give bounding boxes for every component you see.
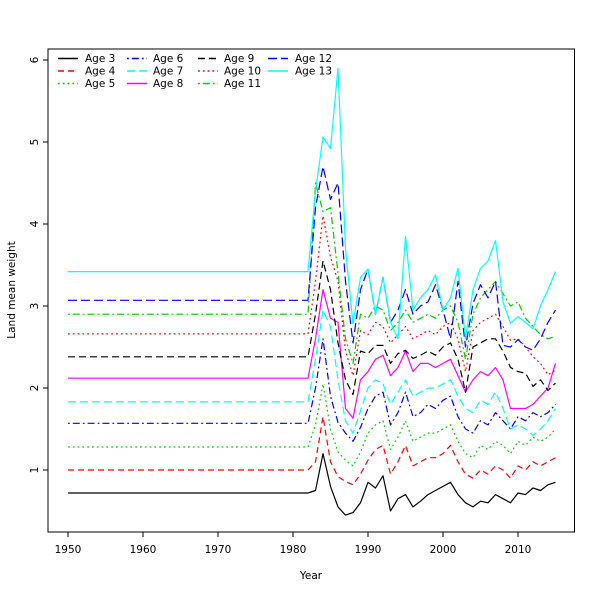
legend-label: Age 7 (153, 66, 183, 78)
series-line-age-3 (68, 453, 556, 516)
series-line-age-12 (68, 166, 557, 351)
y-tick-label: 6 (29, 56, 41, 63)
legend-label: Age 6 (153, 53, 184, 65)
y-tick-label: 3 (29, 303, 41, 310)
legend-item-age-11: Age 11 (198, 78, 261, 90)
legend-label: Age 8 (153, 78, 183, 90)
legend-item-age-8: Age 8 (127, 78, 183, 90)
legend-item-age-10: Age 10 (198, 66, 261, 78)
legend-item-age-7: Age 7 (127, 66, 183, 78)
legend-item-age-4: Age 4 (58, 66, 116, 78)
x-tick-label: 1950 (55, 544, 82, 556)
legend-item-age-13: Age 13 (268, 66, 332, 78)
legend-label: Age 13 (295, 66, 332, 78)
legend-label: Age 3 (85, 53, 115, 65)
plot-box (47, 48, 575, 533)
legend-item-age-9: Age 9 (198, 53, 254, 65)
legend-label: Age 4 (85, 66, 116, 78)
series-line-age-8 (68, 289, 557, 419)
legend-label: Age 11 (224, 78, 261, 90)
series-layer (68, 67, 557, 516)
legend-item-age-5: Age 5 (58, 78, 115, 90)
y-tick-label: 1 (29, 467, 41, 474)
legend-item-age-3: Age 3 (58, 53, 115, 65)
legend-label: Age 9 (224, 53, 254, 65)
legend-label: Age 12 (295, 53, 332, 65)
x-tick-label: 1980 (280, 544, 307, 556)
x-tick-label: 1970 (205, 544, 232, 556)
series-line-age-13 (68, 67, 557, 340)
x-tick-label: 1990 (355, 544, 382, 556)
axes-layer: 1950 1960 1970 1980 1990 2000 2010 1 2 3 4 5 6 (29, 48, 575, 556)
series-line-age-5 (68, 383, 556, 467)
x-axis-title: Year (299, 570, 323, 582)
legend-label: Age 5 (85, 78, 115, 90)
legend-item-age-6: Age 6 (127, 53, 184, 65)
legend-item-age-12: Age 12 (268, 53, 332, 65)
x-tick-label: 2000 (430, 544, 457, 556)
x-tick-label: 2010 (505, 544, 532, 556)
y-tick-label: 5 (29, 139, 41, 146)
y-tick-label: 2 (29, 385, 41, 392)
x-tick-label: 1960 (130, 544, 157, 556)
y-axis-title: Land mean weight (6, 241, 18, 338)
series-line-age-9 (68, 260, 556, 396)
series-line-age-4 (68, 416, 556, 486)
series-line-age-6 (68, 338, 556, 442)
y-tick-label: 4 (29, 220, 41, 227)
legend-label: Age 10 (224, 66, 261, 78)
